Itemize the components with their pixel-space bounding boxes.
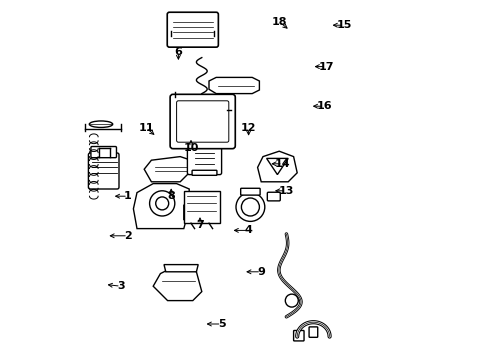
Text: 13: 13 [279, 186, 294, 196]
Ellipse shape [89, 121, 113, 127]
Text: 12: 12 [241, 123, 256, 133]
Text: 10: 10 [183, 143, 198, 153]
FancyBboxPatch shape [192, 170, 217, 175]
Polygon shape [209, 77, 259, 94]
Polygon shape [164, 265, 198, 272]
Circle shape [285, 294, 298, 307]
FancyBboxPatch shape [91, 147, 117, 158]
Text: 7: 7 [196, 220, 204, 230]
Polygon shape [153, 266, 202, 301]
FancyBboxPatch shape [88, 153, 119, 189]
Circle shape [156, 197, 169, 210]
Text: 2: 2 [124, 231, 132, 241]
FancyBboxPatch shape [294, 330, 304, 341]
Polygon shape [133, 184, 189, 229]
Text: 8: 8 [167, 191, 175, 201]
FancyBboxPatch shape [184, 191, 220, 223]
FancyBboxPatch shape [187, 144, 221, 175]
FancyBboxPatch shape [170, 94, 235, 149]
Polygon shape [144, 157, 191, 182]
Polygon shape [184, 202, 200, 221]
FancyBboxPatch shape [268, 192, 280, 201]
Text: 1: 1 [124, 191, 132, 201]
Text: 4: 4 [245, 225, 252, 235]
Polygon shape [267, 158, 288, 175]
Text: 14: 14 [275, 159, 291, 169]
Circle shape [242, 198, 259, 216]
Text: 5: 5 [218, 319, 225, 329]
Text: 9: 9 [257, 267, 265, 277]
FancyBboxPatch shape [167, 12, 219, 47]
FancyBboxPatch shape [176, 101, 229, 142]
Text: 15: 15 [336, 20, 352, 30]
Text: 17: 17 [318, 62, 334, 72]
Text: 18: 18 [271, 17, 287, 27]
FancyBboxPatch shape [241, 188, 260, 195]
Text: 16: 16 [317, 101, 332, 111]
Text: 3: 3 [117, 281, 124, 291]
Polygon shape [258, 151, 297, 182]
Text: 6: 6 [174, 47, 182, 57]
Circle shape [149, 191, 175, 216]
FancyBboxPatch shape [309, 327, 318, 337]
Circle shape [236, 193, 265, 221]
Text: 11: 11 [138, 123, 154, 133]
